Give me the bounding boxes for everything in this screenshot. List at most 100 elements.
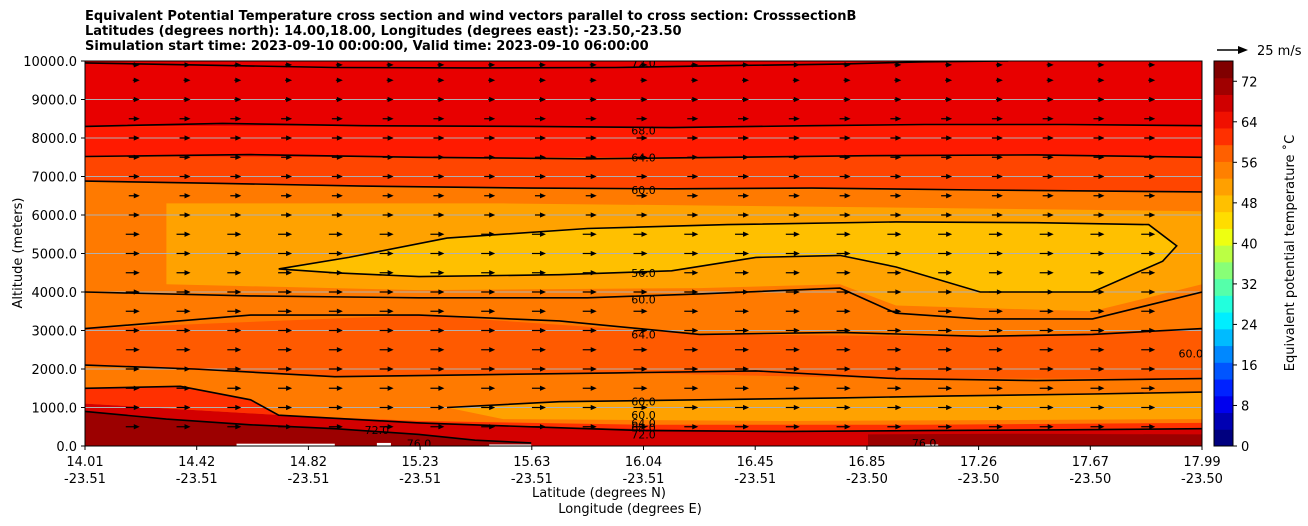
wind-vector	[836, 250, 851, 257]
wind-vector	[1148, 77, 1156, 83]
wind-vector	[430, 250, 445, 257]
x-tick-label-lon: -23.50	[846, 472, 888, 487]
wind-vector-head	[1047, 424, 1054, 430]
wind-vector-head	[996, 77, 1003, 83]
wind-vector-head	[286, 250, 293, 257]
field-band-1	[85, 124, 1202, 158]
wind-vector-head	[692, 231, 699, 237]
wind-vector	[531, 250, 546, 257]
wind-vector	[128, 116, 140, 122]
wind-vector-head	[692, 116, 699, 122]
wind-vector	[379, 366, 394, 372]
wind-vector	[534, 173, 546, 180]
wind-vector	[941, 135, 953, 141]
wind-vector	[227, 347, 242, 353]
wind-vector-head	[438, 250, 445, 257]
wind-vector	[887, 231, 902, 237]
wind-vector-head	[1098, 308, 1105, 314]
wind-vector-head	[235, 77, 242, 83]
wind-vector	[988, 250, 1003, 257]
wind-vector	[991, 193, 1003, 199]
wind-vector-head	[387, 154, 394, 160]
wind-vector	[278, 366, 293, 372]
wind-vector-head	[539, 135, 546, 141]
wind-vector	[484, 135, 496, 141]
wind-vector	[1090, 404, 1105, 411]
wind-vector-head	[235, 116, 242, 122]
wind-vector	[785, 366, 800, 372]
wind-vector	[183, 96, 191, 103]
contour-label: 60.0	[631, 396, 656, 409]
x-tick-label-lon: -23.51	[176, 472, 218, 487]
wind-vector-head	[1149, 231, 1156, 237]
wind-vector	[227, 250, 242, 257]
wind-vector-head	[895, 231, 902, 237]
wind-vector	[582, 347, 597, 353]
wind-vector	[742, 77, 750, 83]
wind-vector	[179, 116, 191, 122]
field-band-2	[85, 154, 1202, 192]
wind-vector-head	[184, 193, 191, 199]
x-tick-label-lon: -23.50	[958, 472, 1000, 487]
field-band-10	[85, 386, 1202, 432]
wind-vector-head	[1098, 424, 1105, 430]
wind-vector	[687, 173, 699, 180]
wind-vector-head	[1149, 424, 1156, 430]
wind-vector-head	[793, 135, 800, 141]
wind-vector	[585, 116, 597, 122]
colorbar-segment	[1214, 228, 1233, 246]
wind-reference-key: 25 m/s	[1217, 44, 1302, 59]
y-tick-label: 7000.0	[32, 171, 78, 186]
wind-vector	[687, 116, 699, 122]
chart-title-line-2: Latitudes (degrees north): 14.00,18.00, …	[85, 24, 682, 39]
wind-vector-head	[641, 424, 648, 430]
wind-vector	[785, 385, 800, 391]
wind-vector-head	[996, 404, 1003, 411]
y-tick-label: 9000.0	[32, 94, 78, 109]
wind-vector-head	[336, 77, 343, 83]
wind-vector-head	[336, 154, 343, 160]
wind-vector-head	[235, 154, 242, 160]
wind-vector	[379, 231, 394, 237]
wind-vector-head	[743, 193, 750, 199]
wind-vector-head	[996, 135, 1003, 141]
terrain-gap-1	[376, 442, 391, 446]
wind-vector-head	[895, 424, 902, 430]
y-tick-label: 10000.0	[23, 55, 77, 70]
wind-vector	[128, 212, 140, 218]
wind-vector-head	[590, 135, 597, 141]
wind-vector	[1090, 347, 1105, 353]
wind-vector-head	[286, 193, 293, 199]
wind-vector-head	[590, 424, 597, 430]
wind-vector	[788, 173, 800, 180]
wind-vector	[1039, 308, 1054, 314]
wind-vector	[1144, 173, 1156, 180]
wind-vector-head	[895, 212, 902, 218]
wind-vector-head	[996, 347, 1003, 353]
colorbar-segment	[1214, 345, 1233, 363]
wind-vector	[836, 385, 851, 391]
wind-vector-head	[539, 77, 546, 83]
contour-label: 60.0	[631, 409, 656, 422]
wind-vector-head	[590, 347, 597, 353]
field-band-5	[278, 221, 1177, 292]
wind-vector-head	[590, 327, 597, 334]
wind-vector-head	[946, 385, 953, 391]
wind-vector	[633, 231, 648, 237]
wind-vector	[128, 193, 140, 199]
wind-vector-head	[692, 62, 699, 68]
wind-vector-head	[641, 212, 648, 218]
wind-vector	[278, 404, 293, 411]
wind-vector-head	[1047, 308, 1054, 314]
wind-vector-head	[235, 424, 242, 430]
wind-vector	[1090, 231, 1105, 237]
wind-vector-head	[946, 116, 953, 122]
wind-vector	[1141, 308, 1156, 314]
wind-vector	[995, 96, 1003, 103]
wind-vector-head	[641, 366, 648, 372]
field-band-7	[85, 315, 1202, 381]
wind-vector-head	[895, 193, 902, 199]
wind-vector	[582, 231, 597, 237]
wind-vector	[938, 385, 953, 391]
wind-vector-head	[641, 270, 648, 276]
